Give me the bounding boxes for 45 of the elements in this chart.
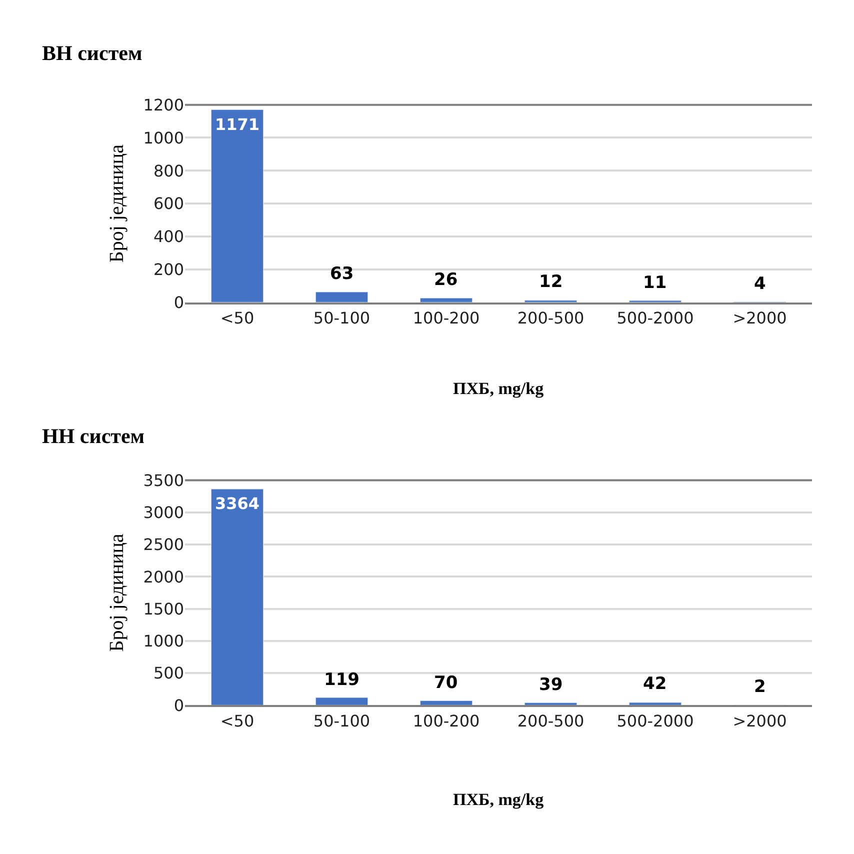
x-axis-title: ПХБ, mg/kg (453, 379, 544, 398)
data-label: 12 (539, 272, 563, 292)
x-tick-label: 50-100 (313, 711, 370, 730)
data-label: 11 (643, 273, 667, 293)
data-label: 2 (754, 677, 766, 697)
data-label: 70 (434, 673, 458, 693)
data-label: 42 (643, 674, 667, 694)
data-label: 1171 (215, 115, 260, 134)
chart-title: НН систем (42, 424, 145, 448)
y-tick-label: 1000 (143, 632, 184, 651)
y-tick-label: 0 (174, 696, 184, 715)
x-tick-label: 500-2000 (616, 308, 694, 328)
x-tick-label: 200-500 (517, 711, 584, 730)
y-axis-title: Број јединица (106, 534, 128, 652)
y-axis-title: Број јединица (106, 144, 128, 263)
x-tick-label: <50 (220, 711, 254, 730)
x-tick-label: 500-2000 (616, 711, 694, 730)
y-tick-label: 3000 (143, 503, 184, 522)
y-tick-label: 500 (153, 664, 184, 683)
x-tick-label: >2000 (732, 308, 787, 328)
data-label: 63 (330, 264, 354, 284)
y-tick-label: 0 (174, 292, 184, 312)
y-tick-label: 1000 (143, 128, 184, 148)
y-tick-label: 400 (153, 227, 184, 246)
y-tick-label: 2000 (143, 567, 184, 586)
y-tick-label: 600 (153, 194, 184, 214)
y-tick-label: 2500 (143, 535, 184, 554)
x-tick-label: 50-100 (313, 308, 370, 328)
x-tick-label: 100-200 (412, 711, 480, 730)
data-label: 4 (754, 274, 766, 294)
x-tick-label: 200-500 (517, 308, 584, 328)
x-tick-label: 100-200 (412, 308, 480, 328)
y-tick-label: 200 (153, 260, 184, 280)
y-tick-label: 800 (153, 161, 184, 180)
x-tick-label: >2000 (732, 711, 787, 730)
y-tick-label: 1200 (143, 95, 184, 114)
y-tick-label: 1500 (143, 599, 184, 618)
x-tick-label: <50 (220, 308, 254, 328)
data-label: 119 (324, 670, 360, 690)
data-label: 39 (539, 675, 563, 695)
x-axis-title: ПХБ, mg/kg (453, 790, 544, 809)
y-tick-label: 3500 (143, 470, 184, 490)
data-label: 26 (434, 270, 458, 290)
data-label: 3364 (215, 494, 260, 513)
chart-title: ВН систем (42, 41, 142, 65)
